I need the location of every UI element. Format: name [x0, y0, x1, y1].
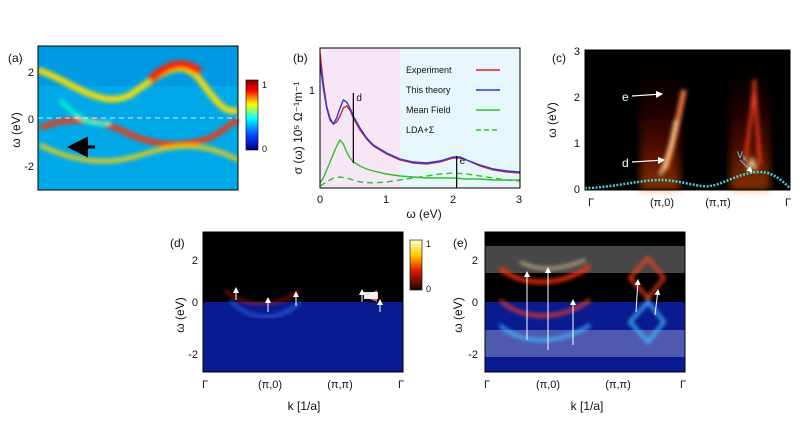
panel-e-ytick: -2 [468, 349, 478, 361]
panel-d-heatmap [202, 231, 404, 373]
annotation-d: d [622, 156, 629, 170]
panel-e-xlabel: k [1/a] [571, 399, 604, 413]
panel-b-xtick: 0 [317, 194, 323, 206]
panel-b-xtick: 1 [383, 194, 389, 206]
dispersion-curve [584, 170, 791, 190]
panel-b-ylabel: σ (ω) 10⁵ Ω⁻¹m⁻¹ [291, 82, 305, 175]
colorbar-tick: 1 [262, 80, 267, 90]
panel-d-ytick: -2 [188, 349, 198, 361]
panel-d-xtick: Γ [202, 379, 208, 391]
panel-d-label: (d) [170, 236, 185, 250]
panel-b-frame [319, 47, 521, 189]
panel-c-ytick: 2 [574, 92, 580, 104]
panel-c-ytick: 0 [574, 184, 580, 196]
panel-a-ylabel: ω (eV) [9, 112, 23, 147]
panel-c-xtick: Γ [588, 197, 594, 209]
panel-e: (e) ω (eV) 2 0 -2 Γ (π,0) [451, 231, 686, 413]
panel-b-ytick: 1 [309, 85, 315, 97]
panel-a-ytick: 2 [28, 67, 34, 79]
panel-d-ylabel: ω (eV) [173, 297, 187, 332]
panel-d-colorbar: 1 0 [409, 239, 431, 294]
panel-b-xlabel: ω (eV) [406, 207, 441, 221]
panel-e-xtick: Γ [484, 379, 490, 391]
legend-label: LDA+Σ [406, 125, 435, 135]
panel-c-xtick: (π,0) [650, 197, 674, 209]
marker-label-d: d [356, 93, 362, 104]
panel-b-markers: de [352, 93, 466, 188]
panel-c-ytick: 1 [574, 138, 580, 150]
panel-b-xtick: 2 [450, 194, 456, 206]
panel-c-ylabel: ω (eV) [545, 102, 559, 137]
region-pink [320, 48, 400, 188]
panel-d-ytick: 0 [192, 297, 198, 309]
arrow-right-icon [631, 90, 664, 98]
panel-b-xtick: 3 [516, 194, 522, 206]
panel-e-xtick: Γ [680, 379, 686, 391]
series-line-mean-field [319, 138, 520, 184]
region-cyan [400, 48, 520, 188]
panel-e-ytick: 2 [472, 255, 478, 267]
panel-d: (d) ω (eV) 2 0 -2 1 0 Γ (π,0) (π,π) Γ k … [170, 231, 431, 413]
panel-c: (c) ω (eV) 3 2 1 0 e d vk Γ ( [545, 46, 791, 209]
panel-c-ytick: 3 [574, 46, 580, 58]
panel-e-ytick: 0 [472, 297, 478, 309]
panel-d-xtick: (π,0) [258, 379, 282, 391]
panel-d-xlabel: k [1/a] [288, 399, 321, 413]
annotation-v: v [737, 147, 743, 161]
legend-label: Experiment [406, 65, 452, 75]
legend-label: Mean Field [406, 105, 451, 115]
panel-a-ytick: 0 [28, 114, 34, 126]
panel-a-heatmap [37, 45, 240, 191]
annotation-k: k [743, 154, 748, 163]
panel-d-xtick: (π,π) [327, 379, 353, 391]
series-line-this-theory [319, 62, 521, 173]
panel-e-heatmap [484, 231, 686, 373]
legend-label: This theory [406, 85, 451, 95]
arrow-right-icon [631, 156, 666, 164]
panel-b-series [319, 52, 521, 187]
panel-d-xtick: Γ [398, 379, 404, 391]
panel-c-heatmap: e d vk [584, 49, 791, 191]
colorbar-tick: 0 [426, 284, 431, 294]
marker-label-e: e [460, 156, 466, 167]
colorbar-tick: 0 [262, 144, 267, 154]
panel-e-xtick: (π,π) [605, 379, 631, 391]
panel-a-label: (a) [8, 51, 23, 65]
panel-c-xtick: (π,π) [705, 197, 731, 209]
annotation-e: e [622, 90, 629, 104]
panel-c-label: (c) [552, 51, 566, 65]
panel-b-label: (b) [293, 51, 308, 65]
panel-b: (b) de σ (ω) 10⁵ Ω⁻¹m⁻¹ 1 0 1 2 3 ω (eV)… [291, 47, 522, 221]
panel-c-xtick: Γ [785, 197, 791, 209]
series-line-lda- [319, 172, 521, 187]
panel-d-ytick: 2 [192, 255, 198, 267]
panel-e-xtick: (π,0) [536, 379, 560, 391]
panel-a: (a) ω (eV) 2 0 -2 1 0 [8, 45, 267, 191]
panel-a-ytick: -2 [24, 161, 34, 173]
annotation-vk: vk [737, 147, 748, 163]
colorbar-tick: 1 [426, 239, 431, 249]
arrow-icon [739, 159, 753, 173]
panel-b-legend: Experiment This theory Mean Field LDA+Σ [406, 65, 500, 135]
panel-e-label: (e) [453, 236, 468, 250]
panel-e-ylabel: ω (eV) [451, 297, 465, 332]
panel-a-colorbar: 1 0 [245, 79, 267, 154]
